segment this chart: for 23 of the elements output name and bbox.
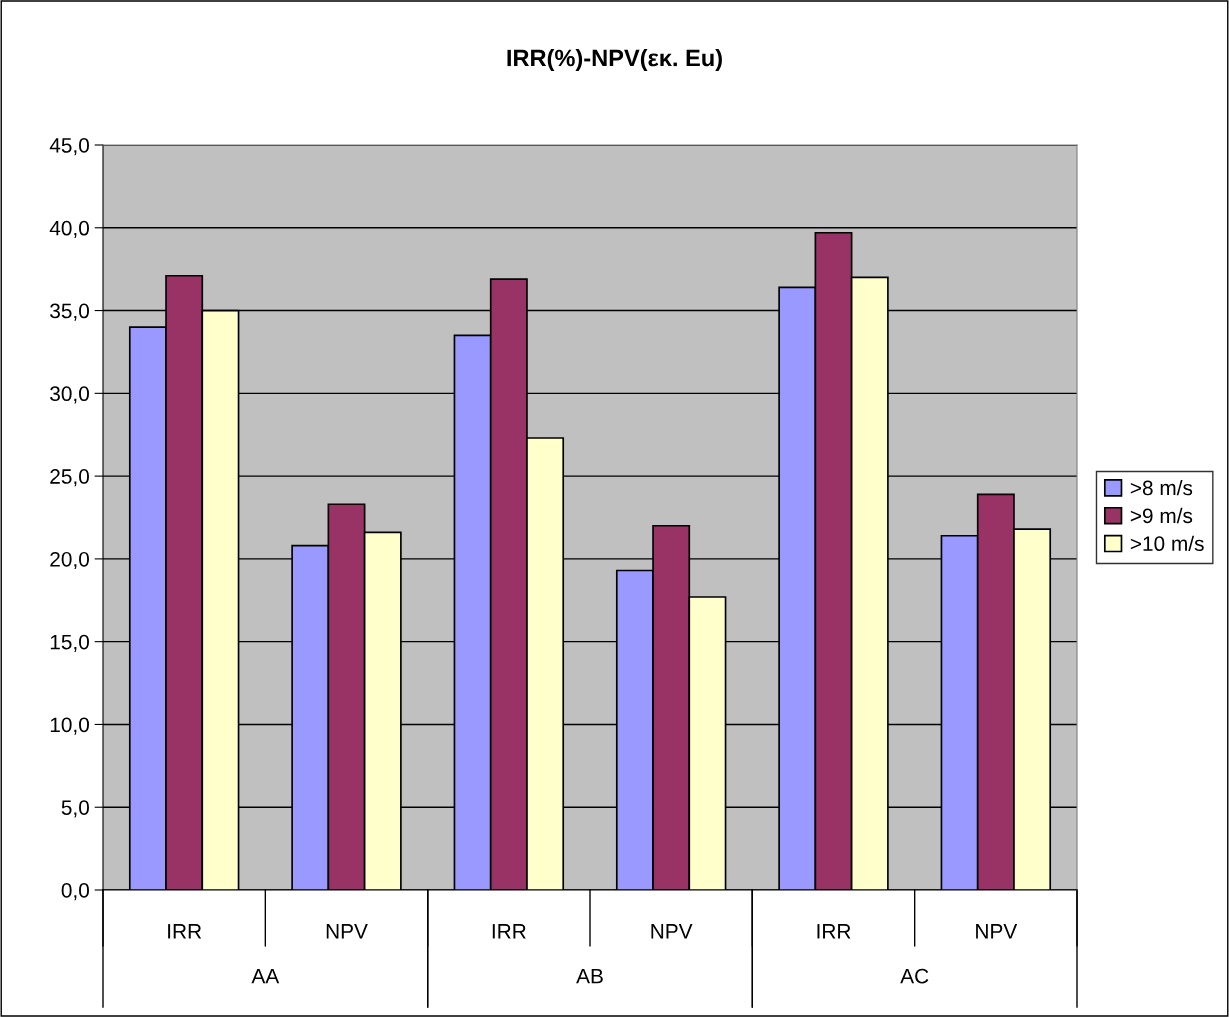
- legend-label: >8 m/s: [1130, 479, 1193, 496]
- x-tick-label: IRR: [817, 924, 851, 939]
- y-tick-label: 40,0: [49, 220, 89, 238]
- y-tick-label: 30,0: [50, 386, 89, 404]
- y-tick-label: 15,0: [50, 634, 89, 652]
- y-tick-label: 20,0: [50, 551, 89, 570]
- y-tick-label: 10,0: [50, 717, 89, 735]
- x-tick-label: IRR: [492, 924, 526, 939]
- legend-label: >9 m/s: [1130, 507, 1193, 524]
- y-tick-label: 25,0: [50, 469, 89, 487]
- x-tick-label: IRR: [168, 924, 202, 939]
- legend-label: >10 m/s: [1130, 535, 1204, 552]
- text: AB: [576, 968, 603, 984]
- x-tick-label: NPV: [976, 924, 1018, 939]
- y-tick-label: 45,0: [49, 138, 89, 156]
- text: AA: [251, 968, 280, 984]
- text: AC: [900, 968, 929, 984]
- x-tick-label: NPV: [326, 924, 368, 939]
- x-tick-label: NPV: [651, 924, 693, 939]
- y-tick-label: 0,0: [61, 883, 89, 901]
- y-tick-label: 5,0: [61, 800, 89, 818]
- y-tick-label: 35,0: [50, 303, 89, 321]
- chart-title: IRR(%)-NPV(εκ. Eu): [507, 49, 722, 71]
